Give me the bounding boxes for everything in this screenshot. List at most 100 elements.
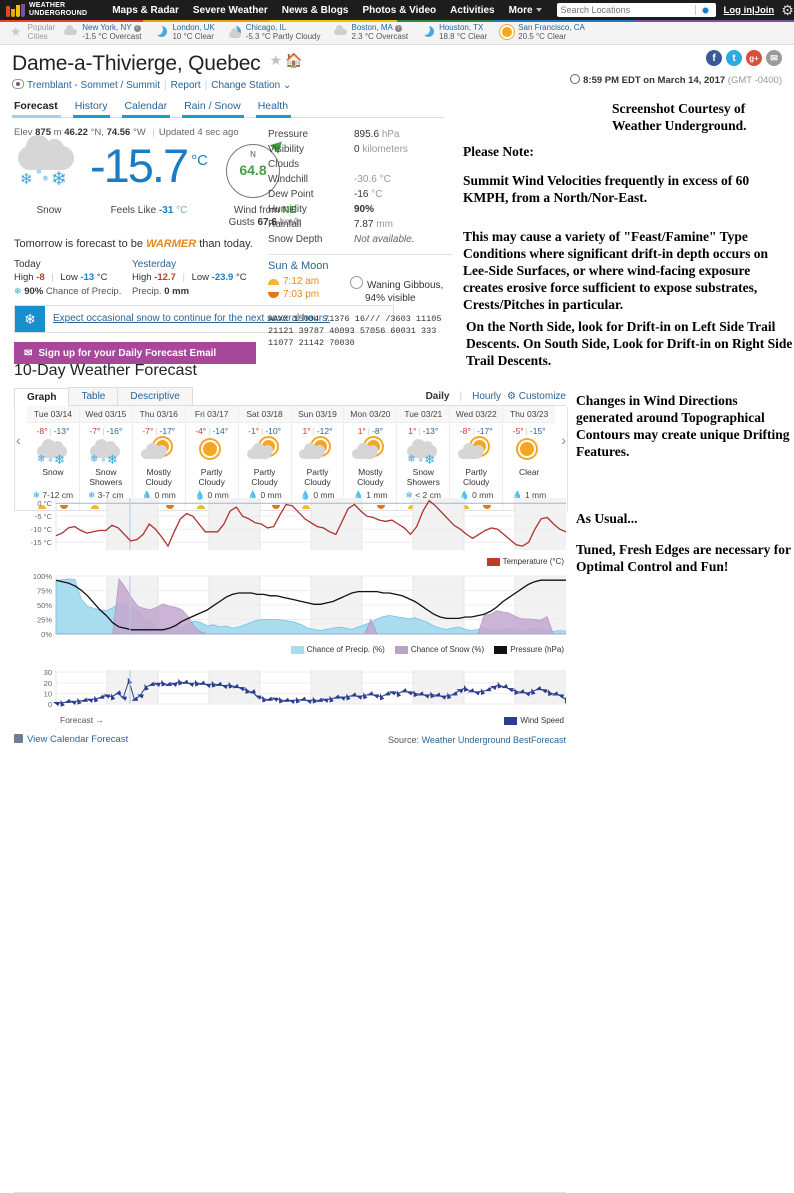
day-condition: Partly Cloudy <box>462 467 490 487</box>
annotation-wind: Summit Wind Velocities frequently in exc… <box>463 173 750 205</box>
city-item-san-francisco[interactable]: San Francisco, CA 20.5 °C Clear <box>499 23 585 42</box>
day-condition: Mostly Cloudy <box>145 467 172 487</box>
nav-item-severe-weather[interactable]: Severe Weather <box>192 4 268 16</box>
legend-label: Wind Speed <box>520 716 564 725</box>
sep: | <box>459 391 463 402</box>
current-condition-label: Snow <box>36 205 62 216</box>
day-column[interactable]: Sun 03/19 1° | -12° Partly Cloudy 💧 0 mm <box>291 406 345 510</box>
yesterday-column: Yesterday High -12.7 | Low -23.9 °C Prec… <box>132 259 250 297</box>
source-name[interactable]: Weather Underground BestForecast <box>421 734 566 745</box>
alert-text[interactable]: Expect occasional snow to continue for t… <box>53 313 330 324</box>
report-link[interactable]: Report <box>170 80 201 91</box>
svg-text:0: 0 <box>48 700 52 709</box>
info-icon[interactable]: i <box>133 24 141 32</box>
day-column[interactable]: Thu 03/16 -7° | -17° Mostly Cloudy 💧 0 mm <box>132 406 186 510</box>
city-item-london[interactable]: London, UK 10 °C Clear <box>153 23 215 42</box>
sun-moon-title[interactable]: Sun & Moon <box>268 260 329 272</box>
star-icon[interactable]: ★ <box>10 24 22 39</box>
toggle-daily[interactable]: Daily <box>425 391 450 402</box>
join-link[interactable]: Join <box>754 4 775 16</box>
day-column[interactable]: Mon 03/20 1° | -8° Mostly Cloudy 💧 1 mm <box>344 406 398 510</box>
city-item-chicago[interactable]: Chicago, IL -5.3 °C Partly Cloudy <box>226 23 321 42</box>
svg-text:-15 °C: -15 °C <box>31 538 53 547</box>
day-temps: 1° | -12° <box>302 426 333 436</box>
wu-logo[interactable]: WEATHER UNDERGROUND <box>4 2 93 18</box>
day-date: Thu 03/23 <box>503 406 556 423</box>
twitter-icon[interactable]: t <box>726 50 742 66</box>
legend-swatch <box>290 645 304 654</box>
tab-rain-snow[interactable]: Rain / Snow <box>182 100 250 118</box>
location-button[interactable] <box>696 5 716 15</box>
svg-text:-5 °C: -5 °C <box>35 512 53 521</box>
email-icon[interactable]: ✉ <box>766 50 782 66</box>
sunrise-icon <box>461 504 470 509</box>
day-condition: Mostly Cloudy <box>357 467 384 487</box>
day-column[interactable]: Wed 03/15 -7° | -16° ❄ ❅ ❄ Snow Showers ❄ 3-… <box>79 406 133 510</box>
next-days-arrow[interactable]: › <box>561 432 566 448</box>
day-precip: 💧 0 mm <box>141 490 176 500</box>
search-input[interactable] <box>556 3 695 17</box>
moon-phase-name: Waning Gibbous, <box>367 280 444 291</box>
tab-forecast[interactable]: Forecast <box>12 100 67 118</box>
toggle-hourly[interactable]: Hourly <box>472 391 501 402</box>
google-plus-icon[interactable]: g+ <box>746 50 762 66</box>
city-item-new-york[interactable]: New York, NY i -1.5 °C Overcast <box>63 23 141 42</box>
tab-health[interactable]: Health <box>255 100 297 118</box>
facebook-icon[interactable]: f <box>706 50 722 66</box>
station-name-link[interactable]: Tremblant - Sommet / Summit <box>27 80 160 91</box>
gmt-offset: (GMT -0400) <box>727 75 782 86</box>
precip-chart-svg: 100%103175%102250%101425%10050%996 <box>33 572 587 639</box>
day-column[interactable]: Fri 03/17 -4° | -14° Partly Cloudy 💧 0 mm <box>185 406 239 510</box>
wind-speed-chart[interactable]: 30 20 10 0 Forecast → Wind Speed <box>14 662 570 725</box>
favorite-star-icon[interactable]: ★ <box>269 52 283 68</box>
day-precip: ❄ 3-7 cm <box>88 490 124 500</box>
conditions-detail-panel: Pressure 895.6 hPa Visibility 0 kilometers… <box>268 127 453 349</box>
tab-table[interactable]: Table <box>68 387 119 405</box>
svg-text:0%: 0% <box>41 630 52 639</box>
moon-phase-icon <box>350 276 363 289</box>
tab-graph[interactable]: Graph <box>14 388 70 406</box>
city-item-boston[interactable]: Boston, MA i 2.3 °C Overcast <box>333 23 409 42</box>
table-row: Pressure 895.6 hPa <box>268 129 400 140</box>
day-condition: Partly Cloudy <box>198 467 225 487</box>
city-item-houston[interactable]: Houston, TX 18.8 °C Clear <box>420 23 487 42</box>
tab-calendar[interactable]: Calendar <box>122 100 176 118</box>
nav-item-photos-video[interactable]: Photos & Video <box>362 4 437 16</box>
tab-history[interactable]: History <box>72 100 117 118</box>
city-cond: 10 °C Clear <box>172 32 214 41</box>
search-box[interactable] <box>556 3 716 17</box>
table-row: Humidity 90% <box>268 204 375 215</box>
nav-item-maps-radar[interactable]: Maps & Radar <box>112 4 179 16</box>
day-column[interactable]: Thu 03/23 -5° | -15° Clear 💧 1 mm <box>503 406 556 510</box>
weather-alert-box[interactable]: ❄ Expect occasional snow to continue for… <box>14 305 394 333</box>
city-name: Boston, MA i <box>352 23 409 33</box>
sunrise-icon <box>196 504 205 509</box>
precipitation-pressure-chart[interactable]: 100%103175%102250%101425%10050%996 Chanc… <box>14 570 587 654</box>
nav-item-activities[interactable]: Activities <box>450 4 495 16</box>
table-row: Windchill -30.6 °C <box>268 174 391 185</box>
change-station-link[interactable]: Change Station ⌄ <box>211 80 292 91</box>
home-icon[interactable]: 🏠 <box>285 52 303 68</box>
forecast-marker-label: Forecast → <box>60 715 104 725</box>
temperature-chart[interactable]: 0 °C -5 °C -10 °C -15 °C Temperature (°C) <box>14 492 567 566</box>
customize-button[interactable]: ⚙ Customize <box>507 391 566 402</box>
day-column[interactable]: Wed 03/22 -8° | -17° Partly Cloudy 💧 0 mm <box>450 406 504 510</box>
view-calendar-forecast-link[interactable]: View Calendar Forecast <box>14 734 128 745</box>
day-column[interactable]: Tue 03/21 1° | -13° ❄ ❅ ❄ Snow Showers ❄ < 2… <box>397 406 451 510</box>
nav-item-more[interactable]: More <box>502 5 549 16</box>
snowflake-icon: ❄ <box>15 306 45 332</box>
wu-logo-text: WEATHER UNDERGROUND <box>29 2 88 17</box>
annotation-sides: On the North Side, look for Drift-in on … <box>466 319 793 368</box>
day-temps: -4° | -14° <box>195 426 229 436</box>
settings-gear-icon[interactable]: ⚙ <box>781 2 794 18</box>
tab-descriptive[interactable]: Descriptive <box>117 387 193 405</box>
signup-email-button[interactable]: ✉ Sign up for your Daily Forecast Email <box>14 342 256 364</box>
prev-days-arrow[interactable]: ‹ <box>16 432 21 448</box>
nav-item-news-blogs[interactable]: News & Blogs <box>281 4 349 16</box>
yesterday-heading[interactable]: Yesterday <box>132 259 177 270</box>
day-column[interactable]: Tue 03/14 -8° | -13° ❄ ❅ ❄ Snow ❄ 7-12 cm <box>27 406 80 510</box>
info-icon[interactable]: i <box>394 24 402 32</box>
login-link[interactable]: Log in <box>723 4 753 16</box>
search-divider <box>694 5 696 15</box>
